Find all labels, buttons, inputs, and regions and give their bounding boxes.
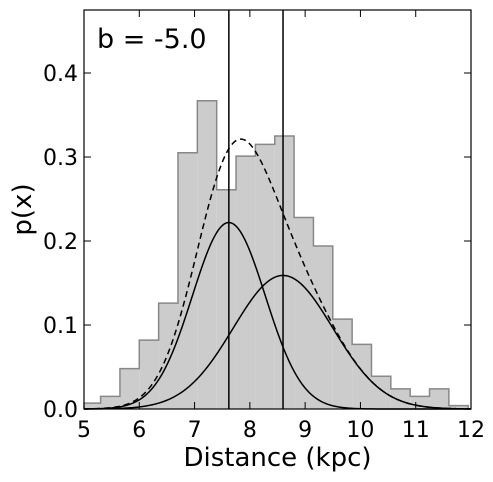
y-tick-label: 0.0: [43, 398, 78, 423]
histogram-bar: [177, 152, 198, 410]
axis-ticks: 5 6 7 8 9 10 11 12 0.0 0.1 0.2 0.3 0.4: [43, 10, 485, 443]
y-tick-label: 0.2: [43, 230, 78, 255]
histogram-bar: [139, 340, 159, 409]
histogram-bar: [158, 303, 178, 409]
histogram-bar: [274, 136, 295, 409]
y-tick-label: 0.3: [43, 146, 78, 171]
sum-curve-dashed: [83, 138, 472, 410]
histogram-outline: [83, 99, 469, 409]
x-tick-label: 11: [402, 418, 430, 443]
x-tick-label: 8: [243, 418, 257, 443]
plot-frame: [83, 9, 472, 410]
histogram-bar: [448, 405, 469, 409]
histogram-bar: [216, 189, 237, 409]
histogram-bar: [236, 156, 256, 409]
x-tick-label: 12: [457, 418, 485, 443]
annotation-label: b = -5.0: [97, 24, 207, 55]
histogram-bar: [294, 217, 314, 409]
y-tick-label: 0.1: [43, 314, 78, 339]
histogram-bars: [83, 99, 469, 410]
histogram-bar: [100, 396, 120, 409]
x-axis-label: Distance (kpc): [183, 443, 371, 473]
x-tick-label: 9: [298, 418, 312, 443]
histogram-bar: [429, 388, 449, 409]
histogram-bar: [371, 376, 391, 409]
histogram-bar: [332, 319, 353, 409]
histogram-bar: [410, 396, 430, 409]
histogram-bar: [313, 246, 333, 409]
histogram-bar: [255, 144, 275, 409]
y-axis-label: p(x): [8, 183, 38, 235]
histogram-bar: [390, 388, 411, 409]
x-tick-label: 5: [77, 418, 91, 443]
x-tick-label: 6: [132, 418, 146, 443]
x-tick-label: 7: [188, 418, 202, 443]
y-tick-label: 0.4: [43, 62, 78, 87]
histogram-bar: [352, 344, 372, 409]
histogram-bar: [119, 368, 140, 409]
histogram-bar: [84, 403, 101, 409]
x-tick-label: 10: [346, 418, 374, 443]
vertical-lines: [228, 10, 284, 409]
